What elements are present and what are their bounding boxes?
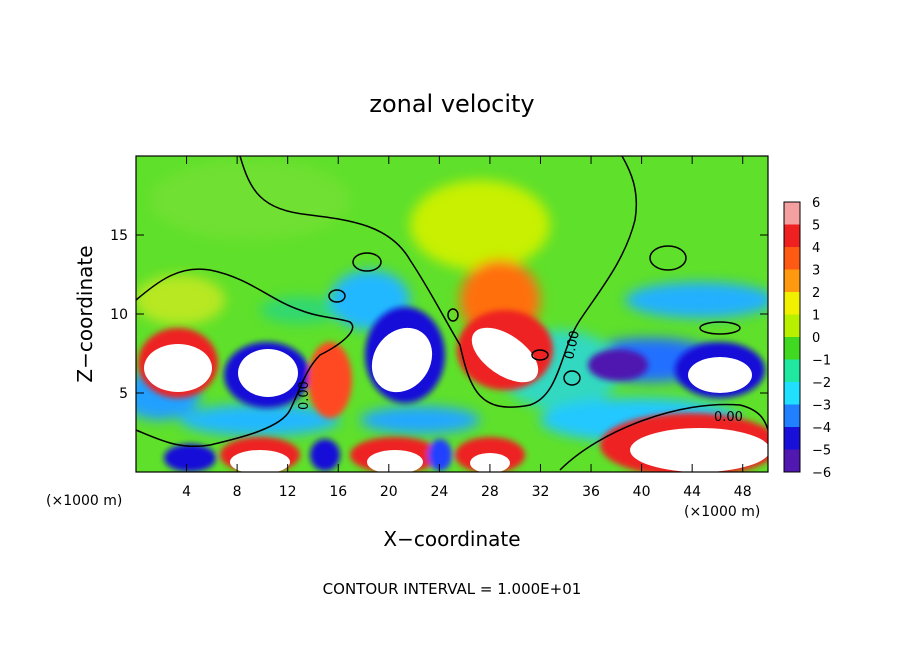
x-axis-label: X−coordinate — [383, 527, 520, 551]
colorbar-label: 6 — [812, 196, 820, 211]
colorbar-swatch — [784, 449, 800, 473]
colorbar-swatch — [784, 404, 800, 428]
colorbar-swatch — [784, 382, 800, 405]
x-axis-unit-right: (×1000 m) — [684, 504, 760, 520]
x-tick-label: 44 — [683, 484, 701, 500]
x-tick-label: 16 — [329, 484, 347, 500]
colorbar-swatch — [784, 337, 800, 360]
contour-label: 0.00 — [297, 381, 312, 410]
y-tick-label: 5 — [119, 386, 128, 402]
x-tick-label: 28 — [481, 484, 499, 500]
colorbar-label: −2 — [812, 376, 831, 391]
y-axis-label: Z−coordinate — [73, 245, 97, 382]
chart-title: zonal velocity — [369, 90, 534, 118]
x-tick-label: 4 — [182, 484, 191, 500]
x-tick-label: 8 — [233, 484, 242, 500]
colorbar-label: 0 — [812, 331, 820, 346]
colorbar-label: 4 — [812, 241, 820, 256]
colorbar-label: −6 — [812, 466, 831, 481]
y-tick-label: 10 — [110, 307, 128, 323]
colorbar: 6 5 4 3 2 1 0 −1 −2 −3 −4 −5 −6 — [783, 196, 831, 481]
zero-contours — [136, 156, 768, 471]
x-axis-unit-left: (×1000 m) — [46, 493, 122, 509]
x-tick-label: 20 — [380, 484, 398, 500]
colorbar-swatch — [784, 224, 800, 248]
colorbar-swatch — [784, 202, 800, 225]
contour-label: 0.00 — [714, 410, 743, 425]
colorbar-label: 3 — [812, 264, 820, 279]
colorbar-label: 2 — [812, 286, 820, 301]
x-tick-label: 32 — [532, 484, 550, 500]
x-tick-label: 12 — [279, 484, 297, 500]
x-tick-label: 48 — [734, 484, 752, 500]
colorbar-swatch — [784, 314, 800, 338]
colorbar-label: −1 — [812, 354, 831, 369]
colorbar-label: 1 — [812, 309, 820, 324]
colorbar-swatch — [784, 292, 800, 315]
colorbar-swatch — [784, 359, 800, 383]
colorbar-label: 5 — [812, 219, 820, 234]
contour-label-group: 0.00 0.00 0.00 — [297, 329, 743, 425]
colorbar-label: −5 — [812, 444, 831, 459]
colorbar-swatch — [784, 269, 800, 293]
colorbar-frame — [783, 201, 801, 473]
colorbar-swatch — [784, 427, 800, 450]
plot-area — [136, 156, 768, 472]
y-tick-label: 15 — [110, 228, 128, 244]
x-tick-label: 40 — [633, 484, 651, 500]
contour-interval-note: CONTOUR INTERVAL = 1.000E+01 — [323, 580, 582, 598]
contour-label: 0.00 — [562, 329, 583, 360]
colorbar-label: −3 — [812, 399, 831, 414]
x-tick-label: 36 — [582, 484, 600, 500]
x-tick-label: 24 — [430, 484, 448, 500]
colorbar-label: −4 — [812, 421, 831, 436]
out-of-range-cores — [144, 327, 768, 472]
colorbar-swatch — [784, 247, 800, 270]
